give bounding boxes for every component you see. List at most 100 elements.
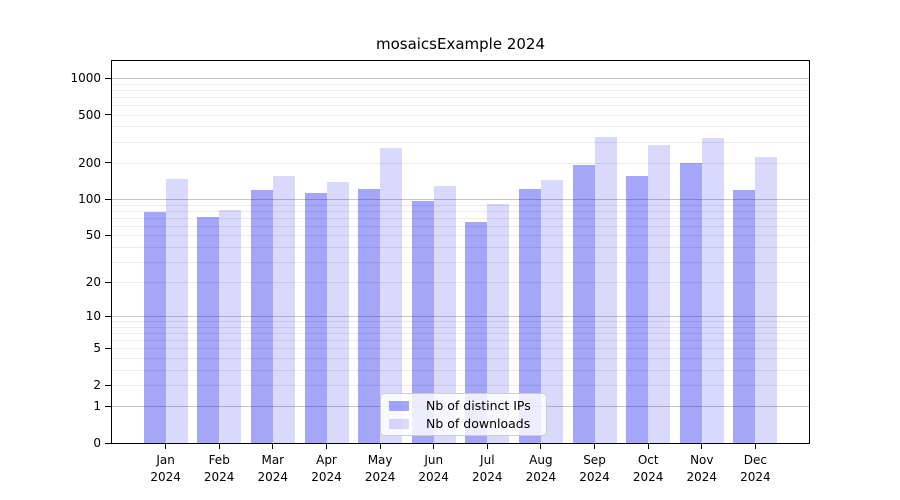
y-axis-label: 1000 [70, 71, 101, 85]
gridline-minor [112, 385, 809, 386]
bar-downloads-mar [272, 175, 295, 443]
legend-item-downloads: Nb of downloads [387, 416, 540, 431]
x-axis-label: Jan 2024 [150, 453, 181, 484]
plot-area [111, 60, 810, 444]
bar-distinct-ips-may [358, 188, 381, 443]
legend-label-downloads: Nb of downloads [426, 416, 531, 431]
y-axis-tick [105, 234, 111, 236]
gridline-minor [112, 282, 809, 284]
bar-downloads-aug [540, 180, 563, 443]
y-axis-tick [105, 405, 111, 407]
bar-downloads-oct [648, 145, 671, 443]
x-axis-label: Sep 2024 [579, 453, 610, 484]
x-axis-label: Feb 2024 [203, 453, 235, 484]
gridline-minor [112, 105, 809, 106]
y-axis-label: 10 [85, 309, 101, 324]
chart-title: mosaicsExample 2024 [375, 35, 546, 53]
x-axis-tick [540, 444, 542, 449]
bar-distinct-ips-oct [626, 175, 649, 443]
bar-distinct-ips-mar [250, 189, 273, 443]
gridline-minor [112, 126, 809, 128]
y-axis-tick [105, 77, 111, 79]
x-axis-tick [272, 444, 274, 449]
y-axis-label: 0 [93, 436, 101, 450]
bar-distinct-ips-feb [197, 217, 220, 443]
bar-downloads-jul [487, 203, 510, 443]
gridline-major [112, 78, 809, 79]
y-axis-label: 500 [78, 107, 101, 122]
y-axis-tick [105, 384, 111, 386]
gridline-minor [112, 96, 809, 98]
legend-swatch-distinct-ips [389, 400, 409, 411]
gridline-minor [112, 358, 809, 359]
x-axis-label: Apr 2024 [311, 453, 342, 484]
gridline-minor [112, 333, 809, 335]
bar-distinct-ips-jun [411, 201, 434, 443]
gridline-major [112, 316, 809, 318]
y-axis-label: 100 [78, 192, 101, 207]
x-axis-tick [165, 444, 167, 449]
legend-swatch-downloads [389, 418, 409, 429]
bar-downloads-feb [219, 209, 242, 443]
y-axis-label: 1 [93, 399, 101, 414]
bar-downloads-jan [165, 178, 188, 443]
gridline-minor [112, 141, 809, 143]
x-axis-label: May 2024 [364, 453, 396, 484]
gridline-minor [112, 210, 809, 212]
gridline-minor [112, 246, 809, 248]
bar-distinct-ips-aug [518, 188, 541, 443]
legend-item-distinct-ips: Nb of distinct IPs [387, 398, 540, 413]
x-axis-tick [594, 444, 595, 449]
bar-distinct-ips-sep [572, 165, 595, 443]
gridline-minor [112, 348, 809, 350]
gridline-minor [112, 261, 809, 263]
x-axis-label: Mar 2024 [257, 453, 289, 484]
bar-distinct-ips-jul [465, 221, 488, 443]
y-axis-tick [105, 347, 111, 349]
legend-label-distinct-ips: Nb of distinct IPs [426, 398, 531, 413]
gridline-minor [112, 204, 809, 206]
gridline-minor [112, 321, 809, 323]
bar-downloads-jun [433, 186, 456, 443]
legend: Nb of distinct IPs Nb of downloads [380, 393, 547, 436]
y-axis-label: 5 [93, 341, 101, 356]
x-axis-tick [647, 444, 649, 449]
y-axis-label: 200 [78, 155, 101, 170]
x-axis-label: Nov 2024 [686, 453, 718, 484]
x-axis-tick [379, 444, 381, 449]
bar-distinct-ips-nov [679, 162, 702, 443]
bar-downloads-apr [326, 181, 349, 443]
y-axis-tick [105, 442, 111, 444]
x-axis-label: Oct 2024 [632, 453, 664, 484]
x-axis-label: Aug 2024 [525, 453, 557, 484]
x-axis-tick [326, 444, 327, 449]
x-axis-label: Jun 2024 [418, 453, 449, 484]
gridline-minor [112, 89, 809, 91]
x-axis-tick [701, 444, 703, 449]
y-axis-tick [105, 198, 111, 200]
gridline-major [112, 199, 809, 201]
y-axis-tick [105, 315, 111, 317]
x-axis-tick [218, 444, 220, 449]
bar-distinct-ips-apr [304, 192, 327, 443]
x-axis-label: Dec 2024 [740, 453, 771, 484]
gridline-minor [112, 369, 809, 371]
x-axis-tick [754, 444, 756, 449]
y-axis-tick [105, 162, 111, 164]
bar-downloads-dec [755, 157, 778, 443]
x-axis-label: Jul 2024 [472, 453, 503, 484]
bar-downloads-sep [594, 136, 617, 443]
y-axis-tick [105, 114, 111, 116]
gridline-minor [112, 83, 809, 85]
y-axis-label: 20 [85, 275, 101, 290]
bar-distinct-ips-jan [143, 211, 166, 443]
gridline-minor [112, 217, 809, 219]
gridline-minor [112, 326, 809, 328]
x-axis-tick [433, 444, 435, 449]
gridline-minor [112, 225, 809, 227]
gridline-minor [112, 340, 809, 342]
x-axis-tick [486, 444, 488, 449]
gridline-minor [112, 114, 809, 116]
gridline-minor [112, 235, 809, 237]
